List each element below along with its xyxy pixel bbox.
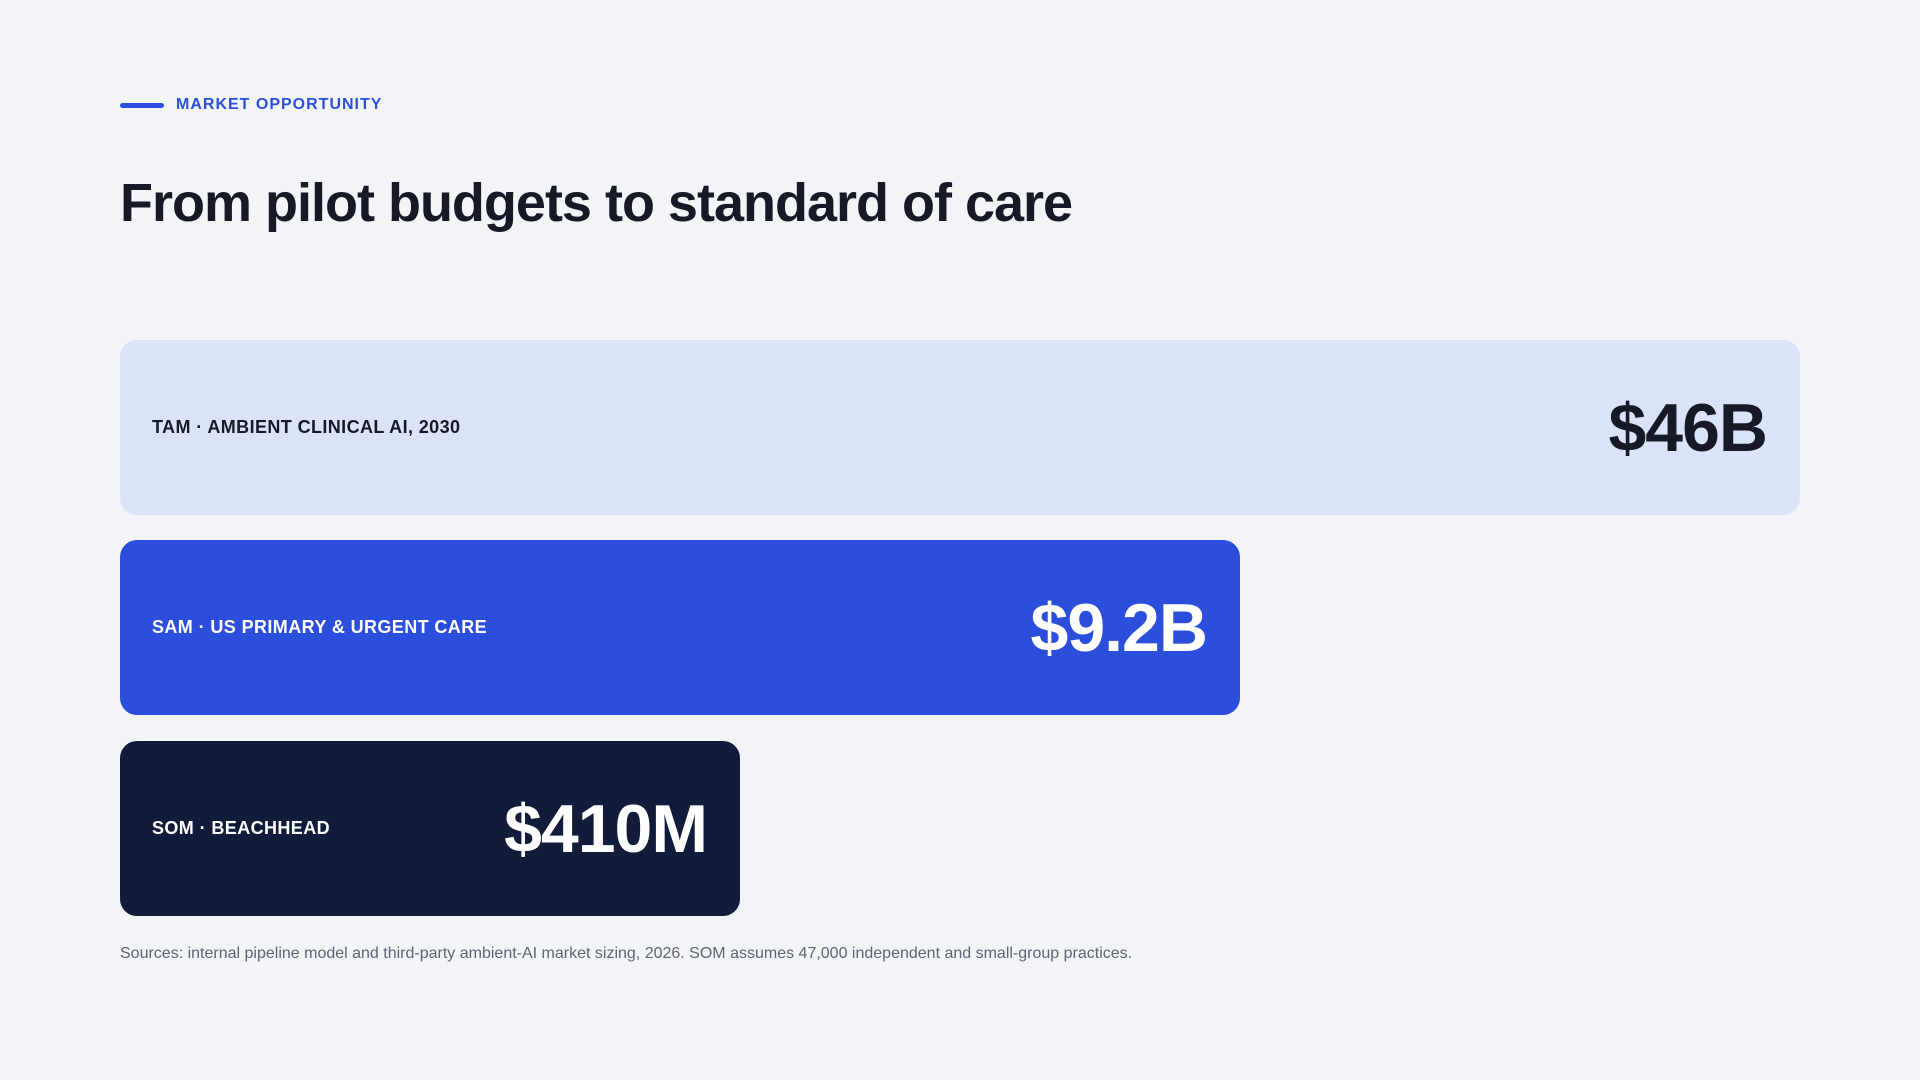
sources: Sources: internal pipeline model and thi… [120, 945, 1133, 962]
tam-bar: TAM · AMBIENT CLINICAL AI, 2030 $46B [120, 340, 1800, 515]
tier-value: $46B [1608, 389, 1768, 466]
tier-value: $410M [504, 790, 708, 867]
tier-label: SOM · BEACHHEAD [152, 818, 331, 838]
sam-bar: SAM · US PRIMARY & URGENT CARE $9.2B [120, 540, 1240, 715]
som-bar: SOM · BEACHHEAD $410M [120, 741, 740, 916]
title: From pilot budgets to standard of care [120, 173, 1073, 233]
eyebrow-text: MARKET OPPORTUNITY [176, 96, 383, 113]
eyebrow: MARKET OPPORTUNITY [120, 96, 382, 114]
tier-label: SAM · US PRIMARY & URGENT CARE [152, 617, 488, 637]
eyebrow-rule [120, 102, 164, 108]
tier-label: TAM · AMBIENT CLINICAL AI, 2030 [152, 417, 461, 437]
tier-value: $9.2B [1030, 589, 1208, 666]
